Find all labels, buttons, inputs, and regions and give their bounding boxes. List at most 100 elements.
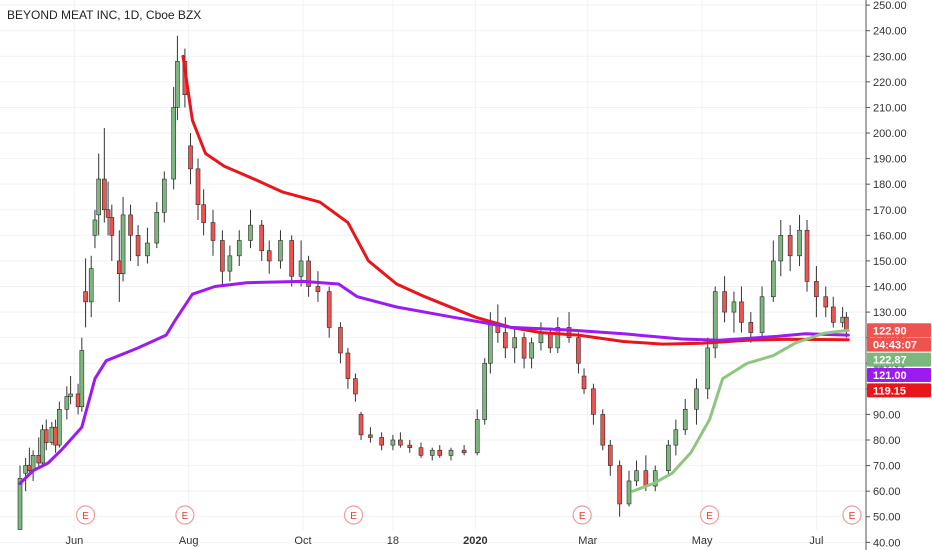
candle-body — [117, 260, 122, 275]
earnings-marker — [699, 505, 720, 525]
candle-body — [591, 388, 596, 415]
candle-body — [345, 352, 351, 379]
earnings-marker — [842, 505, 862, 525]
candle-body — [666, 444, 671, 471]
candle-body — [503, 332, 508, 349]
x-tick-label: Oct — [294, 535, 311, 547]
candle-body — [368, 434, 373, 438]
candle-body — [338, 327, 343, 354]
y-tick-label: 70.00 — [873, 461, 901, 473]
candle-body — [840, 316, 845, 323]
candle-body — [83, 291, 88, 303]
candle-body — [266, 250, 272, 262]
candle-body — [512, 337, 518, 349]
earnings-marker — [572, 505, 592, 525]
candle-body — [844, 316, 849, 331]
candle-body — [787, 235, 793, 257]
x-axis-ticks: Jun Aug Oct 18 2020 Mar May Jul — [65, 535, 823, 547]
x-tick-label: 2020 — [463, 535, 487, 547]
candle-body — [407, 444, 413, 448]
candle-body — [227, 255, 233, 272]
y-tick-label: 90.00 — [873, 409, 901, 421]
x-tick-label: Mar — [578, 535, 597, 547]
candle-body — [43, 429, 49, 443]
chart-title: BEYOND MEAT INC, 1D, Cboe BZX — [7, 8, 202, 22]
candle-body — [626, 480, 632, 505]
candle-body — [770, 260, 776, 298]
price-tag — [867, 323, 931, 338]
candle-body — [220, 240, 225, 272]
candle-body — [617, 465, 622, 505]
y-tick-label: 160.00 — [873, 230, 907, 242]
candle-body — [398, 439, 403, 446]
candle-body — [759, 296, 765, 333]
price-tag-label: 119.15 — [873, 385, 906, 397]
y-tick-label: 50.00 — [873, 512, 901, 524]
candle-body — [643, 470, 649, 487]
y-tick-label: 240.00 — [873, 26, 907, 38]
earnings-marker — [75, 505, 96, 525]
y-tick-label: 80.00 — [873, 435, 901, 447]
series-line-0 — [181, 54, 850, 346]
candle-body — [236, 240, 242, 257]
candle-body — [652, 470, 658, 487]
earnings-marker-label: E — [579, 511, 586, 522]
y-tick-label: 150.00 — [873, 256, 907, 268]
candle-body — [482, 362, 488, 420]
candle-body — [437, 449, 443, 456]
y-tick-label: 170.00 — [873, 205, 907, 217]
earnings-marker-label: E — [350, 511, 357, 522]
candle-body — [175, 61, 180, 108]
candle-body — [555, 327, 561, 349]
y-tick-label: 140.00 — [873, 282, 907, 294]
candle-body — [102, 178, 107, 211]
price-tag-label: 04:43:07 — [873, 340, 917, 352]
price-tag-label: 122.87 — [873, 355, 907, 367]
candle-body — [57, 409, 62, 446]
series-line-2 — [631, 328, 850, 493]
candle-body — [79, 350, 85, 408]
candle-body — [40, 429, 45, 464]
y-tick-label: 200.00 — [873, 128, 907, 140]
candle-body — [306, 260, 311, 287]
candle-body — [278, 240, 283, 262]
candle-body — [27, 465, 32, 471]
candle-body — [448, 449, 454, 456]
y-tick-label: 190.00 — [873, 154, 907, 166]
earnings-marker-label: E — [82, 511, 89, 522]
price-tag — [867, 368, 931, 383]
candle-body — [748, 322, 754, 333]
candle-body — [712, 291, 718, 349]
y-tick-label: 40.00 — [873, 537, 901, 549]
candle-body — [248, 224, 253, 241]
candle-body — [154, 212, 160, 244]
candle-body — [797, 229, 802, 257]
candle-body — [488, 324, 493, 364]
candle-body — [298, 260, 304, 277]
y-tick-label: 230.00 — [873, 51, 907, 63]
candle-body — [581, 375, 587, 390]
candle-body — [722, 291, 727, 313]
earnings-marker — [175, 505, 195, 525]
earnings-marker-label: E — [706, 511, 713, 522]
candle-body — [778, 235, 784, 262]
candle-body — [49, 426, 55, 443]
price-tags: 122.90 04:43:07 122.87 121.00 119.15 — [867, 323, 931, 398]
candle-body — [17, 478, 23, 530]
candle-body — [823, 296, 829, 308]
candle-body — [75, 393, 81, 408]
price-tag — [867, 337, 931, 352]
y-tick-label: 130.00 — [873, 307, 907, 319]
candle-body — [161, 178, 167, 213]
candlestick-series — [17, 35, 849, 530]
x-tick-label: Aug — [179, 535, 199, 547]
price-tag-label: 122.90 — [873, 325, 907, 337]
candle-body — [548, 332, 553, 349]
candle-body — [705, 347, 711, 390]
grid-lines — [0, 0, 866, 543]
price-tag-label: 121.00 — [873, 370, 907, 382]
price-tag — [867, 383, 931, 398]
candle-body — [109, 217, 115, 236]
